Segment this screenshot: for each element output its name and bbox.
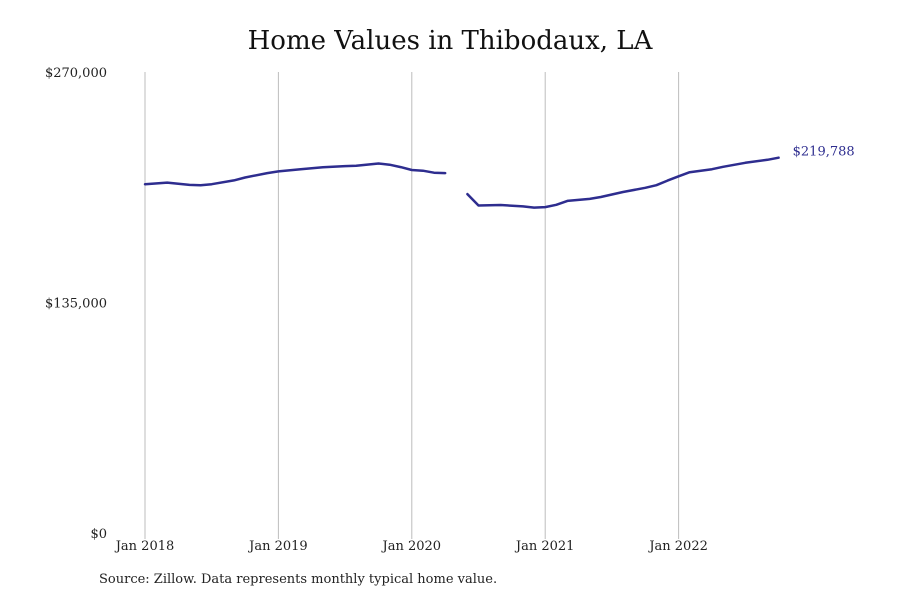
x-tick-label-3: Jan 2021 — [514, 539, 575, 554]
source-note: Source: Zillow. Data represents monthly … — [99, 572, 498, 587]
chart-title: Home Values in Thibodaux, LA — [247, 26, 653, 56]
data-labels: $219,788 — [793, 145, 855, 160]
series-lines — [143, 156, 780, 209]
y-tick-label-1: $135,000 — [45, 297, 107, 312]
x-tick-label-1: Jan 2019 — [247, 539, 308, 554]
x-axis-ticks: Jan 2018 Jan 2019 Jan 2020 Jan 2021 Jan 2022 — [114, 539, 708, 554]
series-line-segment-0 — [143, 162, 447, 187]
end-value-label: $219,788 — [793, 145, 855, 160]
x-tick-label-2: Jan 2020 — [381, 539, 442, 554]
gridlines — [144, 72, 680, 539]
y-tick-label-2: $270,000 — [45, 66, 107, 81]
x-tick-label-0: Jan 2018 — [114, 539, 175, 554]
y-axis-ticks: $0 $135,000 $270,000 — [45, 66, 107, 542]
x-tick-label-4: Jan 2022 — [647, 539, 708, 554]
y-tick-label-0: $0 — [90, 527, 107, 542]
series-line-segment-1 — [466, 156, 780, 209]
